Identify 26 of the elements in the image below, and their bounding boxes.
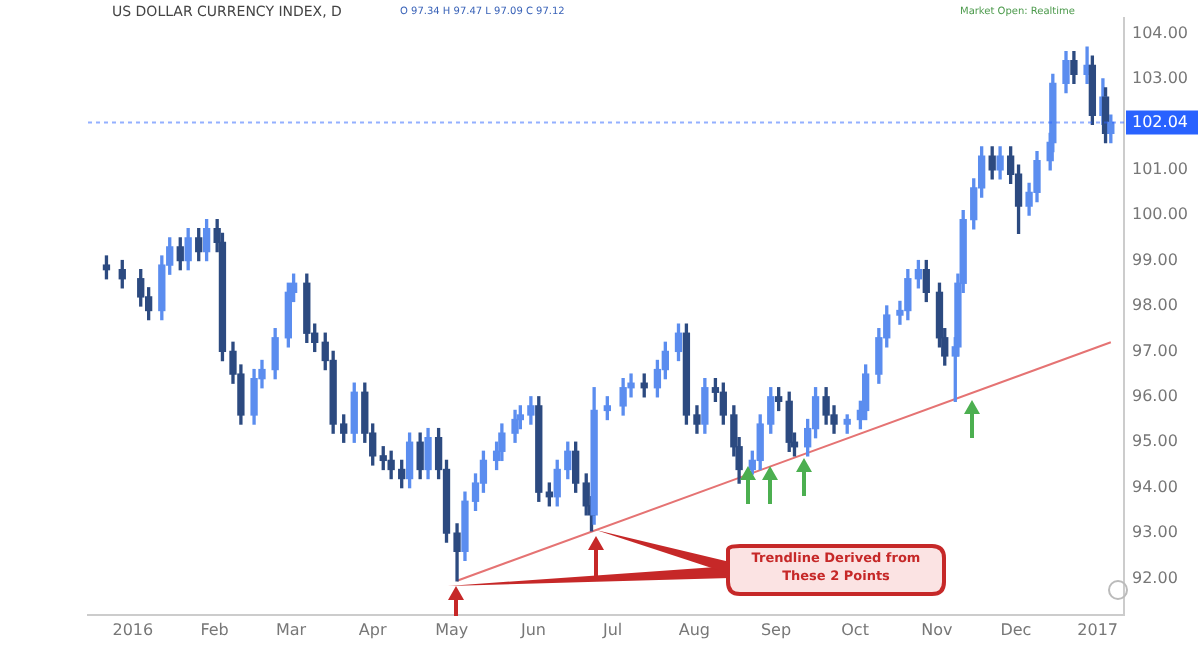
x-tick-label: Apr: [358, 620, 388, 639]
y-tick-label: 96.00: [1132, 386, 1178, 405]
x-tick-label: Mar: [275, 620, 308, 639]
x-tick-label: May: [435, 620, 469, 639]
x-tick-label: 2016: [112, 620, 154, 639]
x-tick-label: Feb: [200, 620, 229, 639]
x-tick-label: Jun: [519, 620, 547, 639]
y-tick-label: 95.00: [1132, 432, 1178, 451]
y-tick-label: 101.00: [1132, 159, 1188, 178]
y-tick-label: 92.00: [1132, 568, 1178, 587]
x-tick-label: Oct: [841, 620, 869, 639]
y-tick-label: 94.00: [1132, 477, 1178, 496]
x-tick-label: Dec: [1000, 620, 1032, 639]
x-tick-label: Jul: [600, 620, 623, 639]
y-tick-label: 104.00: [1132, 23, 1188, 42]
x-tick-label: 2017: [1077, 620, 1118, 639]
x-tick-label: Nov: [921, 620, 953, 639]
y-tick-label: 98.00: [1132, 296, 1178, 315]
y-tick-label: 97.00: [1132, 341, 1178, 360]
y-tick-label: 103.00: [1132, 69, 1188, 88]
x-tick-label: Aug: [678, 620, 710, 639]
x-tick-label: Sep: [760, 620, 792, 639]
ref-line-label: 102.04: [1132, 112, 1188, 131]
y-tick-label: 100.00: [1132, 205, 1188, 224]
y-tick-label: 99.00: [1132, 250, 1178, 269]
y-tick-label: 93.00: [1132, 523, 1178, 542]
